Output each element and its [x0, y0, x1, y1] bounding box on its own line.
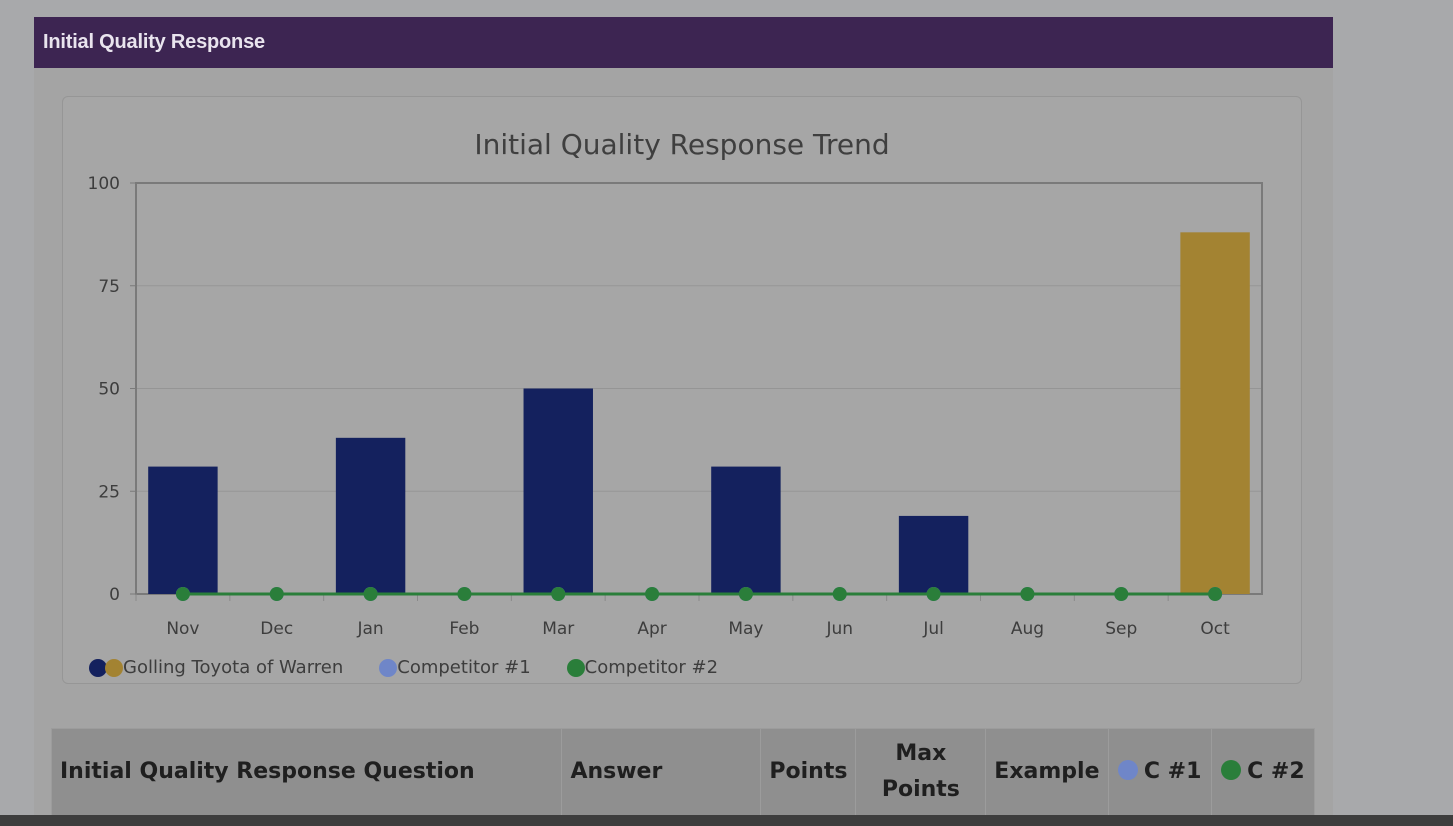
legend-competitor2-dot — [566, 658, 585, 677]
y-tick-label: 0 — [109, 585, 120, 605]
legend-dealer-dot — [89, 658, 107, 677]
col-points[interactable]: Points — [760, 728, 857, 816]
panel-header: Initial Quality Response — [34, 17, 1333, 68]
point-competitor2 — [1208, 587, 1223, 601]
table-header-row: Initial Quality Response Question Answer… — [50, 728, 1316, 816]
x-tick-label: Jul — [922, 619, 944, 639]
bar-oct — [1180, 232, 1250, 594]
y-tick-label: 100 — [88, 174, 120, 194]
chart-svg: Initial Quality Response Trend 0 25 50 75 10… — [88, 128, 1263, 639]
col-example[interactable]: Example — [985, 728, 1109, 816]
legend-item-competitor1[interactable]: Competitor #1 — [379, 657, 531, 678]
y-tick-label: 50 — [98, 380, 120, 400]
legend-item-competitor2[interactable]: Competitor #2 — [566, 657, 719, 678]
x-tick-label: Mar — [542, 619, 574, 639]
legend-dealer-current-dot — [105, 658, 123, 677]
point-competitor2 — [175, 587, 190, 601]
c2-dot — [1221, 760, 1242, 780]
bar-jan — [335, 437, 406, 594]
point-competitor2 — [269, 587, 284, 601]
x-tick-label: Jan — [356, 619, 383, 639]
y-tick-label: 25 — [98, 482, 120, 502]
c1-dot — [1117, 760, 1138, 780]
col-max-points[interactable]: Max Points — [855, 728, 987, 816]
point-competitor2 — [551, 587, 566, 601]
col-c1-label: C #1 — [1143, 759, 1202, 784]
bar-nov — [148, 466, 218, 594]
chart-legend: Golling Toyota of Warren Competitor #1 C… — [89, 657, 754, 678]
col-c1[interactable]: C #1 — [1107, 728, 1212, 816]
legend-item-dealer[interactable]: Golling Toyota of Warren — [89, 657, 343, 678]
bar-may — [711, 466, 781, 594]
legend-competitor1-dot — [379, 658, 398, 677]
initial-quality-panel: Initial Quality Response Initial Quality… — [34, 17, 1333, 826]
point-competitor2 — [738, 587, 753, 601]
point-competitor2 — [926, 587, 941, 601]
x-tick-label: Jun — [825, 619, 853, 639]
x-tick-label: Nov — [166, 619, 199, 639]
col-answer[interactable]: Answer — [561, 728, 762, 816]
question-table: Initial Quality Response Question Answer… — [50, 728, 1316, 826]
trend-chart: Initial Quality Response Trend 0 25 50 75 10… — [62, 96, 1302, 684]
legend-competitor1-label: Competitor #1 — [397, 657, 531, 678]
col-c2-label: C #2 — [1247, 759, 1305, 784]
legend-dealer-label: Golling Toyota of Warren — [123, 657, 344, 678]
point-competitor2 — [457, 587, 472, 601]
point-competitor2 — [363, 587, 378, 601]
x-tick-label: Oct — [1200, 619, 1230, 639]
col-question[interactable]: Initial Quality Response Question — [50, 728, 563, 816]
x-tick-label: May — [728, 619, 763, 639]
point-competitor2 — [832, 587, 847, 601]
x-tick-label: Feb — [449, 619, 479, 639]
bar-jul — [898, 515, 969, 594]
x-tick-label: Apr — [637, 619, 666, 639]
bar-mar — [523, 388, 593, 594]
y-tick-label: 75 — [98, 277, 120, 297]
chart-title: Initial Quality Response Trend — [474, 128, 889, 161]
col-c2[interactable]: C #2 — [1210, 728, 1316, 816]
bottom-bar — [0, 815, 1453, 826]
x-tick-label: Dec — [260, 619, 293, 639]
col-max-points-line1: Max — [895, 741, 947, 766]
legend-competitor2-label: Competitor #2 — [584, 657, 719, 678]
x-tick-label: Aug — [1011, 619, 1044, 639]
point-competitor2 — [645, 587, 660, 601]
x-tick-label: Sep — [1105, 619, 1137, 639]
point-competitor2 — [1020, 587, 1035, 601]
col-max-points-line2: Points — [881, 777, 960, 802]
point-competitor2 — [1114, 587, 1129, 601]
